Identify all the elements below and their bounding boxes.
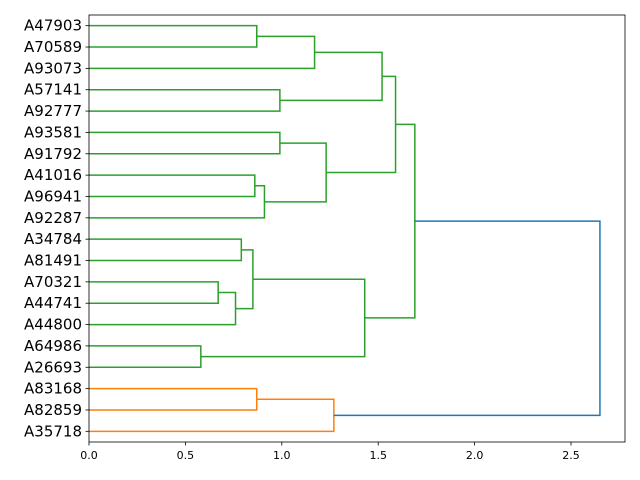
leaf-label: A44741: [24, 294, 82, 312]
dendrogram-link: [364, 123, 416, 319]
leaf-label: A92777: [24, 102, 82, 120]
leaf-label: A83168: [24, 380, 82, 398]
plot-frame: [88, 14, 626, 443]
leaf-label: A81491: [24, 252, 82, 270]
dendrogram-link: [89, 281, 219, 304]
leaf-label: A34784: [24, 230, 82, 248]
leaf-label: A93073: [24, 59, 82, 77]
dendrogram-link: [89, 24, 258, 48]
dendrogram-link: [89, 238, 243, 262]
x-tick-label: 2.0: [466, 449, 484, 462]
x-axis: 0.0 0.5 1.0 1.5 2.0 2.5: [80, 442, 580, 462]
x-tick-label: 1.0: [273, 449, 291, 462]
dendrogram-link: [326, 75, 397, 174]
dendrogram-link: [200, 278, 366, 358]
leaf-label: A92287: [24, 209, 82, 227]
dendrogram-link: [333, 220, 601, 417]
dendrogram-link: [235, 249, 254, 310]
dendrogram-link: [89, 131, 281, 155]
dendrogram-links: [89, 24, 601, 433]
leaf-label: A82859: [24, 401, 82, 419]
leaf-labels: A47903 A70589 A93073 A57141 A92777 A93581 A917…: [24, 17, 89, 440]
dendrogram-link: [89, 345, 202, 369]
dendrogram-link: [89, 35, 316, 70]
dendrogram-link: [89, 185, 266, 219]
leaf-label: A70589: [24, 38, 82, 56]
leaf-label: A96941: [24, 187, 82, 205]
x-tick-label: 2.5: [562, 449, 580, 462]
dendrogram-link: [89, 291, 237, 326]
dendrogram-link: [89, 174, 256, 198]
leaf-label: A26693: [24, 358, 82, 376]
leaf-label: A35718: [24, 422, 82, 440]
leaf-label: A57141: [24, 81, 82, 99]
x-tick-label: 0.5: [177, 449, 195, 462]
leaf-label: A41016: [24, 166, 82, 184]
dendrogram-link: [89, 398, 335, 433]
leaf-label: A93581: [24, 123, 82, 141]
x-tick-label: 1.5: [369, 449, 387, 462]
dendrogram-link: [89, 387, 258, 411]
x-tick-label: 0.0: [80, 449, 98, 462]
dendrogram-link: [89, 88, 281, 112]
leaf-label: A64986: [24, 337, 82, 355]
leaf-label: A91792: [24, 145, 82, 163]
leaf-label: A44800: [24, 316, 82, 334]
leaf-label: A47903: [24, 17, 82, 35]
dendrogram-link: [279, 51, 383, 102]
dendrogram-link: [264, 142, 327, 203]
leaf-label: A70321: [24, 273, 82, 291]
